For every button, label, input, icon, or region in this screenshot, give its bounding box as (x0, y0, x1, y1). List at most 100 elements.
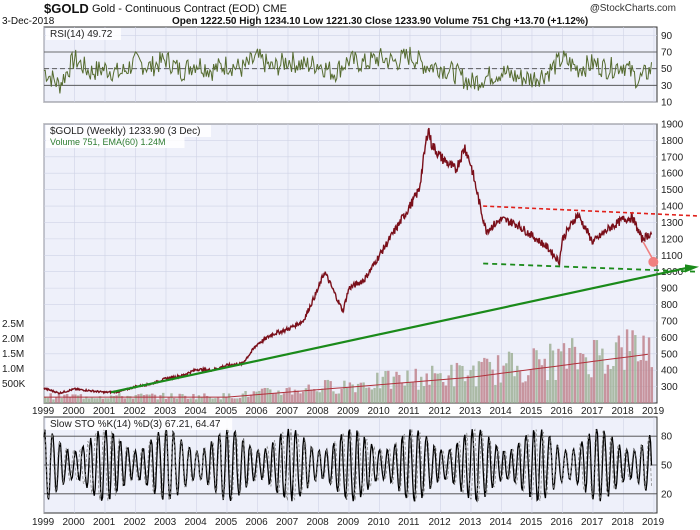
volume-bar (142, 395, 146, 403)
price-axis-label: 1400 (661, 202, 684, 213)
volume-bar (167, 397, 170, 403)
x-axis-label: 2002 (123, 406, 146, 417)
volume-bar (359, 382, 363, 403)
volume-bar (343, 380, 346, 403)
volume-bar (573, 346, 577, 403)
volume-bar (282, 393, 286, 403)
volume-bar (131, 398, 135, 403)
volume-bar (54, 397, 58, 403)
volume-bar (140, 393, 143, 403)
x-axis-label: 2001 (93, 517, 116, 528)
volume-bar (214, 398, 217, 403)
volume-bar (447, 375, 450, 403)
chart-date: 3-Dec-2018 (2, 16, 55, 27)
volume-bar (499, 382, 503, 403)
volume-bar (175, 398, 179, 403)
volume-bar (431, 365, 434, 403)
volume-bar (145, 394, 148, 403)
x-axis-label: 2002 (123, 517, 146, 528)
volume-bar (428, 384, 431, 403)
volume-bar (505, 363, 508, 403)
volume-bar (63, 394, 66, 403)
volume-bar (200, 397, 203, 403)
volume-bar (551, 350, 555, 403)
volume-bar (650, 367, 653, 403)
volume-bar (173, 397, 176, 403)
volume-bar (378, 388, 382, 403)
volume-bar (126, 395, 129, 403)
volume-bar (90, 397, 94, 403)
x-axis-label: 2015 (520, 517, 543, 528)
volume-bar (87, 398, 91, 403)
volume-bar (46, 397, 50, 403)
x-axis-label: 2013 (459, 517, 482, 528)
x-axis-label: 2007 (276, 517, 299, 528)
volume-bar (96, 398, 99, 403)
x-axis-label: 2014 (489, 517, 512, 528)
volume-bar (439, 373, 442, 403)
volume-bar (491, 369, 494, 403)
volume-bar (345, 387, 349, 403)
volume-legend-bg (46, 136, 185, 148)
volume-bar (252, 391, 256, 403)
x-axis-label: 2000 (62, 517, 85, 528)
price-axis-label: 1600 (661, 169, 684, 180)
volume-bar (488, 361, 492, 403)
volume-bar (598, 355, 601, 403)
volume-bar (365, 387, 368, 403)
x-axis-label: 2007 (276, 406, 299, 417)
volume-bar (134, 395, 137, 403)
volume-bar (543, 358, 546, 403)
volume-bar (620, 347, 623, 403)
volume-bar (197, 395, 201, 403)
volume-bar (494, 384, 497, 403)
x-axis-label: 2001 (93, 406, 116, 417)
volume-bar (529, 368, 533, 403)
price-panel (43, 123, 658, 404)
volume-bar (310, 389, 313, 403)
volume-bar (631, 330, 634, 403)
price-axis-label: 1800 (661, 136, 684, 147)
volume-bar (565, 368, 568, 403)
x-axis-label: 2011 (398, 406, 420, 417)
volume-bar (315, 391, 319, 403)
price-axis-label: 300 (661, 382, 678, 393)
x-axis-label: 2015 (520, 406, 543, 417)
volume-bar (483, 357, 486, 403)
rsi-panel (43, 26, 658, 103)
volume-bar (216, 397, 220, 403)
volume-bar (485, 358, 489, 403)
volume-bar (645, 360, 648, 403)
volume-bar (398, 374, 401, 403)
volume-bar (194, 399, 198, 403)
volume-bar (271, 393, 275, 403)
x-axis-label: 2014 (489, 406, 512, 417)
x-axis-label: 2003 (154, 517, 177, 528)
volume-bar (247, 396, 250, 403)
volume-bar (85, 396, 88, 403)
chart-description: Gold - Continuous Contract (EOD) CME (92, 3, 288, 15)
rsi-axis-label: 90 (661, 31, 673, 42)
volume-bar (260, 388, 264, 403)
volume-bar (329, 381, 332, 403)
volume-bar (606, 364, 610, 403)
volume-bar (321, 388, 324, 403)
volume-bar (392, 376, 395, 403)
stochastic-axis-label: 50 (661, 461, 673, 472)
volume-bar (101, 398, 105, 403)
stochastic-axis-label: 20 (661, 489, 673, 500)
volume-bar (288, 387, 291, 403)
volume-bar (222, 393, 225, 403)
volume-bar (219, 399, 223, 403)
volume-bar (323, 380, 327, 403)
volume-bar (406, 370, 409, 403)
x-axis-label: 2008 (306, 517, 329, 528)
volume-bar (44, 397, 47, 403)
volume-bar (208, 397, 212, 403)
volume-bar (225, 396, 228, 403)
chart-symbol: $GOLD (44, 1, 89, 16)
volume-bar (354, 392, 357, 403)
volume-bar (411, 382, 415, 403)
x-axis-label: 2016 (550, 406, 573, 417)
volume-bar (351, 384, 354, 403)
